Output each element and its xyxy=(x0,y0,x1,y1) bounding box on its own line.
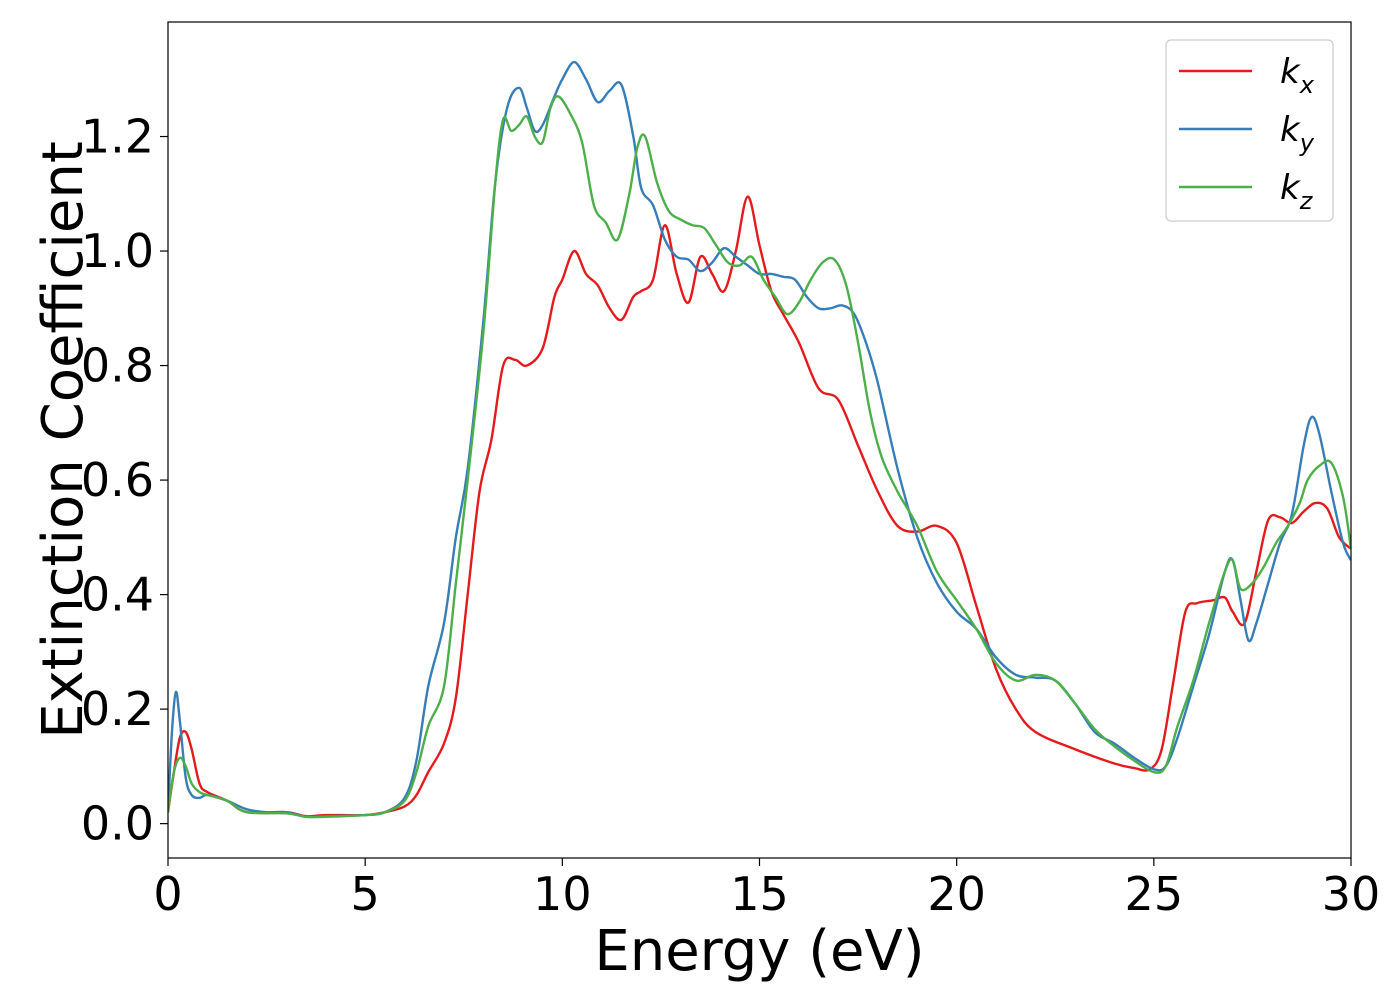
x-tick-label: 5 xyxy=(351,867,380,921)
series-line-kz xyxy=(168,95,1351,819)
series-layer xyxy=(168,60,1351,819)
y-tick-label: 1.0 xyxy=(81,224,154,278)
legend-label-subscript: z xyxy=(1299,187,1314,215)
legend-box xyxy=(1165,39,1334,222)
y-axis-title: Extinction Coefficient xyxy=(31,141,96,739)
y-tick-label: 0.8 xyxy=(81,339,154,393)
x-axis-title: Energy (eV) xyxy=(594,919,924,984)
x-tick-label: 20 xyxy=(927,867,986,921)
y-tick-label: 1.2 xyxy=(81,110,154,164)
x-axis-ticks: 0 5 10 15 20 25 30 xyxy=(153,858,1380,921)
legend-label-ky: ky xyxy=(1280,110,1315,157)
legend-label-main: k xyxy=(1280,168,1301,208)
x-tick-label: 30 xyxy=(1322,867,1381,921)
x-tick-label: 0 xyxy=(153,867,182,921)
x-tick-label: 15 xyxy=(730,867,789,921)
y-tick-label: 0.4 xyxy=(81,568,154,622)
legend-label-main: k xyxy=(1280,110,1301,150)
y-tick-label: 0.6 xyxy=(81,453,154,507)
legend-label-kx: kx xyxy=(1280,52,1315,99)
legend-label-subscript: x xyxy=(1299,71,1315,99)
y-tick-label: 0.2 xyxy=(81,682,154,736)
y-tick-label: 0.0 xyxy=(81,797,154,851)
x-tick-label: 10 xyxy=(533,867,592,921)
legend-label-kz: kz xyxy=(1280,168,1314,215)
series-line-kx xyxy=(168,195,1351,818)
legend-label-subscript: y xyxy=(1299,129,1315,157)
x-tick-label: 25 xyxy=(1125,867,1184,921)
y-axis-ticks: 0.0 0.2 0.4 0.6 0.8 1.0 1.2 xyxy=(81,110,168,851)
legend-label-main: k xyxy=(1280,52,1301,92)
